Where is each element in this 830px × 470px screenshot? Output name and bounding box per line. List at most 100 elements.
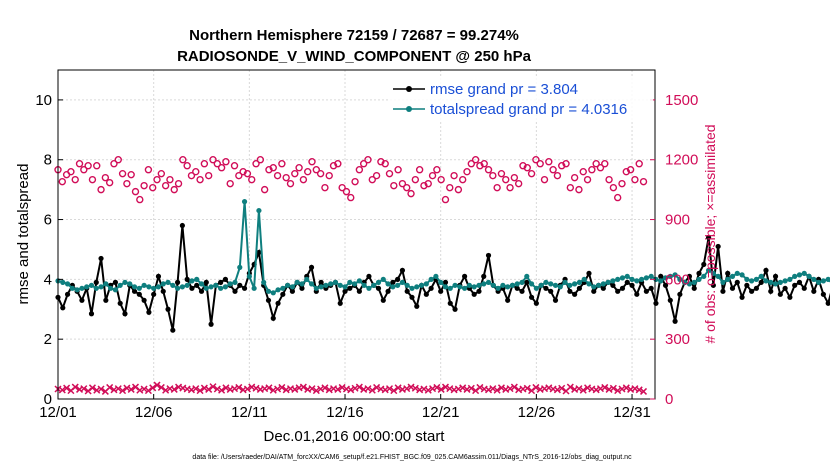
obs-possible-point-27 — [170, 185, 178, 194]
rmse-point-14 — [122, 311, 128, 317]
rmse-point-128 — [667, 297, 673, 303]
data-file-footnote: data file: /Users/raeder/DAI/ATM_forcXX/… — [192, 454, 632, 461]
obs-possible-point-136 — [639, 177, 648, 186]
y-tick-label-1: 2 — [44, 331, 52, 348]
totalspread-point-68 — [380, 276, 386, 282]
obs-assimilated-point-16 — [123, 384, 131, 392]
rmse-point-45 — [270, 315, 276, 321]
obs-possible-point-86 — [424, 179, 432, 188]
totalspread-point-24 — [170, 282, 176, 288]
rmse-point-21 — [155, 273, 162, 279]
rmse-point-39 — [241, 285, 248, 291]
rmse-point-83 — [452, 306, 458, 312]
totalspread-point-8 — [93, 285, 99, 291]
obs-possible-point-100 — [484, 165, 493, 174]
rmse-point-118 — [619, 285, 626, 291]
obs-assimilated-point-106 — [510, 383, 518, 391]
rmse-point-107 — [567, 288, 573, 294]
obs-assimilated-point-14 — [114, 385, 122, 393]
totalspread-point-42 — [256, 207, 262, 214]
y-right-tick-label-0: 0 — [665, 391, 673, 408]
series-obs-possible — [54, 156, 648, 204]
rmse-point-102 — [543, 285, 549, 291]
totalspread-point-133 — [691, 279, 697, 285]
rmse-point-17 — [136, 291, 142, 297]
rmse-point-65 — [366, 273, 372, 279]
totalspread-point-107 — [567, 282, 573, 288]
totalspread-point-108 — [572, 281, 578, 287]
totalspread-point-130 — [677, 276, 683, 282]
rmse-point-37 — [232, 288, 238, 294]
totalspread-point-36 — [227, 281, 233, 287]
totalspread-point-3 — [69, 285, 75, 291]
obs-possible-point-39 — [222, 158, 230, 166]
obs-assimilated-point-105 — [506, 385, 514, 393]
obs-assimilated-point-132 — [622, 384, 630, 392]
y-tick-label-5: 10 — [35, 92, 52, 109]
obs-possible-point-94 — [458, 175, 467, 184]
totalspread-point-26 — [179, 284, 185, 290]
chart-title: Northern Hemisphere 72159 / 72687 = 99.2… — [189, 27, 519, 44]
obs-assimilated-point-2 — [63, 384, 71, 392]
obs-possible-point-78 — [390, 181, 398, 190]
totalspread-point-29 — [194, 276, 200, 282]
obs-possible-point-42 — [235, 171, 243, 180]
totalspread-point-120 — [629, 276, 635, 282]
obs-possible-point-108 — [519, 162, 527, 170]
totalspread-point-103 — [548, 281, 554, 287]
rmse-point-155 — [796, 279, 803, 285]
obs-possible-point-88 — [433, 165, 441, 174]
y-axis-right-ticks: 0 300 600 900 1200 1500 — [650, 92, 698, 408]
obs-possible-point-41 — [230, 162, 239, 170]
obs-possible-point-114 — [545, 158, 553, 166]
totalspread-point-53 — [308, 281, 315, 287]
obs-assimilated-point-98 — [476, 383, 484, 391]
rmse-point-69 — [385, 288, 391, 294]
totalspread-point-138 — [715, 273, 721, 279]
rmse-point-141 — [729, 285, 736, 291]
rmse-point-26 — [179, 222, 185, 229]
rmse-point-49 — [289, 288, 295, 294]
totalspread-point-10 — [103, 281, 109, 287]
obs-assimilated-point-32 — [192, 385, 200, 393]
rmse-point-87 — [471, 291, 477, 297]
rmse-point-59 — [337, 300, 343, 306]
rmse-point-73 — [404, 288, 410, 294]
obs-possible-point-76 — [381, 160, 389, 168]
obs-assimilated-point-79 — [394, 384, 402, 392]
totalspread-point-145 — [749, 278, 755, 284]
totalspread-point-67 — [375, 279, 382, 285]
obs-possible-point-96 — [467, 160, 476, 168]
obs-assimilated-point-129 — [609, 384, 617, 392]
totalspread-point-117 — [615, 276, 621, 282]
obs-possible-point-22 — [149, 183, 157, 192]
x-tick-label-0: 12/01 — [39, 404, 77, 421]
totalspread-point-99 — [528, 281, 535, 287]
totalspread-point-64 — [361, 282, 367, 288]
rmse-point-156 — [801, 285, 807, 291]
rmse-point-5 — [79, 297, 85, 303]
totalspread-point-147 — [758, 273, 764, 279]
obs-assimilated-point-34 — [200, 384, 208, 392]
totalspread-point-60 — [342, 284, 348, 290]
rmse-point-99 — [528, 294, 535, 300]
obs-possible-point-26 — [166, 175, 174, 184]
totalspread-point-134 — [696, 276, 702, 282]
rmse-point-29 — [194, 282, 200, 288]
rmse-point-134 — [696, 270, 702, 276]
totalspread-point-13 — [117, 282, 123, 288]
totalspread-point-19 — [146, 284, 152, 290]
obs-possible-point-84 — [415, 165, 424, 174]
rmse-point-158 — [811, 288, 817, 294]
obs-possible-point-23 — [153, 175, 161, 184]
totalspread-point-114 — [600, 281, 606, 287]
totalspread-point-57 — [328, 281, 334, 287]
rmse-point-24 — [170, 327, 176, 333]
x-tick-label-3: 12/16 — [326, 404, 364, 421]
obs-possible-point-77 — [385, 169, 394, 178]
rmse-point-132 — [686, 273, 693, 279]
obs-possible-point-69 — [351, 177, 359, 186]
rmse-point-34 — [218, 279, 224, 285]
obs-assimilated-point-12 — [106, 383, 114, 391]
obs-possible-point-68 — [347, 193, 355, 202]
